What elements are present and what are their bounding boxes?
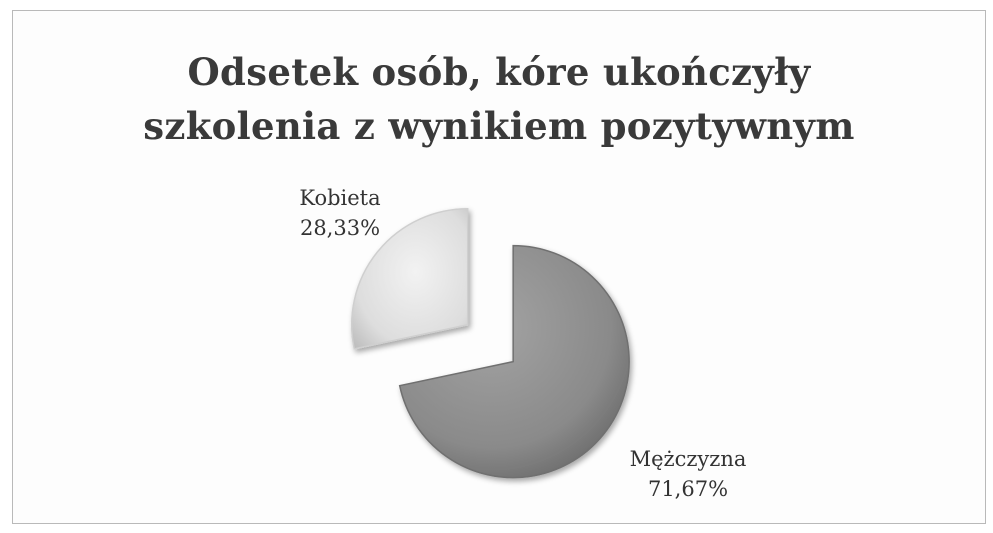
slice-label-kobieta-name: Kobieta bbox=[299, 186, 380, 210]
chart-title: Odsetek osób, kóre ukończyły szkolenia z… bbox=[13, 45, 985, 153]
slice-label-kobieta-value: 28,33% bbox=[300, 216, 380, 240]
slice-label-kobieta: Kobieta 28,33% bbox=[299, 186, 380, 240]
slice-label-mezczyzna-value: 71,67% bbox=[648, 477, 728, 501]
pie-slice-mezczyzna bbox=[398, 244, 630, 479]
chart-title-line-2: szkolenia z wynikiem pozytywnym bbox=[143, 104, 855, 148]
chart-title-line-1: Odsetek osób, kóre ukończyły bbox=[187, 50, 811, 94]
slice-label-mezczyzna-name: Mężczyzna bbox=[630, 447, 747, 471]
slice-label-mezczyzna: Mężczyzna 71,67% bbox=[630, 447, 747, 501]
pie-slice-kobieta bbox=[350, 208, 469, 350]
